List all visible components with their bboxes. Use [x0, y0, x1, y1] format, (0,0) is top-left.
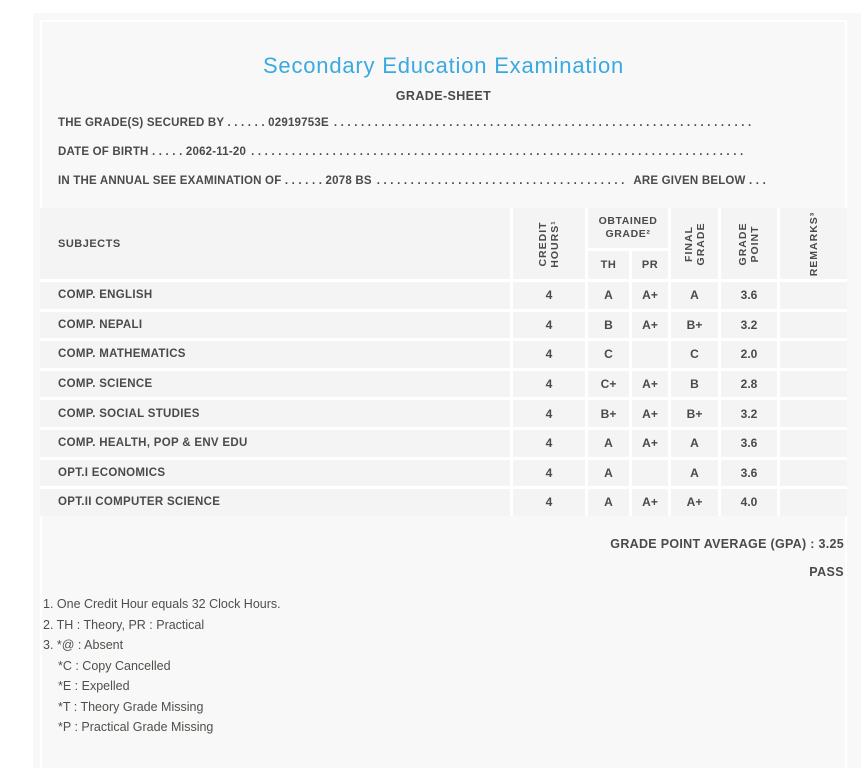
pr-grade-cell: A+ — [632, 282, 668, 309]
col-header-final-grade: FINAL GRADE — [671, 208, 718, 279]
col-header-remarks: REMARKS³ — [780, 208, 847, 279]
th-grade-cell: A — [588, 282, 629, 309]
dotted-filler: . . . . . . . . . . . . . . . . . . . . … — [376, 175, 629, 187]
col-header-obtained-grade: OBTAINED GRADE² — [588, 208, 668, 248]
th-grade-cell: B+ — [588, 400, 629, 427]
given-below-text: ARE GIVEN BELOW . . . — [633, 175, 766, 187]
col-header-pr: PR — [632, 251, 668, 279]
grades-table: SUBJECTS CREDIT HOURS¹ OBTAINED GRADE² T… — [40, 208, 847, 516]
footnote-item: *P : Practical Grade Missing — [58, 720, 214, 734]
subject-cell: COMP. HEALTH, POP & ENV EDU — [40, 429, 510, 457]
dotted-filler: . . . . . . . . . . . . . . . . . . . . … — [251, 146, 745, 158]
remarks-cell — [780, 311, 847, 339]
th-grade-cell: C — [588, 341, 629, 368]
final-grade-cell: C — [671, 341, 718, 368]
final-grade-cell: A — [671, 459, 718, 487]
subject-cell: COMP. ENGLISH — [40, 282, 510, 309]
final-grade-cell: A+ — [671, 489, 718, 516]
pr-grade-cell — [632, 459, 668, 487]
pr-grade-cell: A+ — [632, 489, 668, 516]
credit-hours-cell: 4 — [513, 370, 585, 398]
credit-hours-cell: 4 — [513, 400, 585, 427]
subject-cell: COMP. MATHEMATICS — [40, 341, 510, 368]
subject-cell: COMP. SOCIAL STUDIES — [40, 400, 510, 427]
gpa-summary: GRADE POINT AVERAGE (GPA) : 3.25 — [610, 537, 844, 551]
pr-grade-cell: A+ — [632, 429, 668, 457]
grade-point-cell: 2.8 — [721, 370, 777, 398]
student-grade-text: THE GRADE(S) SECURED BY . . . . . . 0291… — [58, 117, 329, 129]
footnote-item: *C : Copy Cancelled — [58, 658, 171, 673]
grade-point-cell: 2.0 — [721, 341, 777, 368]
page-title: Secondary Education Examination — [262, 53, 625, 78]
footnote-item: *E : Expelled — [58, 679, 130, 693]
credit-hours-cell: 4 — [513, 459, 585, 487]
subject-cell: COMP. NEPALI — [40, 311, 510, 339]
pr-grade-cell — [632, 341, 668, 368]
grade-point-cell: 3.6 — [721, 459, 777, 487]
subject-cell: OPT.II COMPUTER SCIENCE — [40, 489, 510, 516]
credit-hours-cell: 4 — [513, 429, 585, 457]
remarks-cell — [780, 429, 847, 457]
result-status: PASS — [809, 565, 844, 579]
grade-point-cell: 3.2 — [721, 311, 777, 339]
credit-hours-cell: 4 — [513, 282, 585, 309]
col-header-grade-point: GRADE POINT — [721, 208, 777, 279]
credit-hours-cell: 4 — [513, 311, 585, 339]
remarks-cell — [780, 282, 847, 309]
final-grade-cell: B — [671, 370, 718, 398]
final-grade-cell: A — [671, 429, 718, 457]
th-grade-cell: A — [588, 459, 629, 487]
examination-year-line: IN THE ANNUAL SEE EXAMINATION OF . . . .… — [58, 175, 766, 187]
footnote-item: 1. One Credit Hour equals 32 Clock Hours… — [43, 597, 281, 611]
pr-grade-cell: A+ — [632, 400, 668, 427]
footnote-item: *T : Theory Grade Missing — [58, 699, 204, 714]
credit-hours-cell: 4 — [513, 341, 585, 368]
grade-point-cell: 3.6 — [721, 429, 777, 457]
page-subtitle: GRADE-SHEET — [395, 89, 492, 103]
subject-cell: COMP. SCIENCE — [40, 370, 510, 398]
dotted-filler: . . . . . . . . . . . . . . . . . . . . … — [333, 117, 753, 129]
gradesheet-card: Secondary Education Examination GRADE-SH… — [33, 13, 861, 768]
th-grade-cell: C+ — [588, 370, 629, 398]
col-header-credit-hours: CREDIT HOURS¹ — [513, 208, 585, 279]
grade-point-vertical-label: GRADE POINT — [737, 222, 761, 265]
remarks-cell — [780, 400, 847, 427]
grade-point-cell: 3.2 — [721, 400, 777, 427]
credit-hours-cell: 4 — [513, 489, 585, 516]
subjects-label: SUBJECTS — [58, 237, 121, 250]
final-grade-cell: B+ — [671, 400, 718, 427]
pr-grade-cell: A+ — [632, 311, 668, 339]
footnote-item: 2. TH : Theory, PR : Practical — [43, 617, 205, 632]
credit-hours-vertical-label: CREDIT HOURS¹ — [537, 219, 561, 268]
remarks-cell — [780, 459, 847, 487]
remarks-vertical-label: REMARKS³ — [807, 211, 820, 276]
student-grade-line: THE GRADE(S) SECURED BY . . . . . . 0291… — [58, 117, 758, 129]
pr-grade-cell: A+ — [632, 370, 668, 398]
remarks-cell — [780, 489, 847, 516]
final-grade-vertical-label: FINAL GRADE — [682, 222, 707, 265]
th-grade-cell: B — [588, 311, 629, 339]
footnote-item: 3. *@ : Absent — [43, 638, 124, 652]
footnotes-block: 1. One Credit Hour equals 32 Clock Hours… — [43, 594, 281, 738]
remarks-cell — [780, 341, 847, 368]
subject-cell: OPT.I ECONOMICS — [40, 459, 510, 487]
grade-point-cell: 3.6 — [721, 282, 777, 309]
date-of-birth-line: DATE OF BIRTH . . . . . 2062-11-20 . . .… — [58, 146, 750, 158]
final-grade-cell: A — [671, 282, 718, 309]
grade-point-cell: 4.0 — [721, 489, 777, 516]
th-grade-cell: A — [588, 429, 629, 457]
col-header-th: TH — [588, 251, 629, 279]
col-header-subjects: SUBJECTS — [40, 208, 510, 279]
final-grade-cell: B+ — [671, 311, 718, 339]
date-of-birth-text: DATE OF BIRTH . . . . . 2062-11-20 — [58, 146, 247, 158]
examination-year-text: IN THE ANNUAL SEE EXAMINATION OF . . . .… — [58, 175, 372, 187]
remarks-cell — [780, 370, 847, 398]
th-grade-cell: A — [588, 489, 629, 516]
